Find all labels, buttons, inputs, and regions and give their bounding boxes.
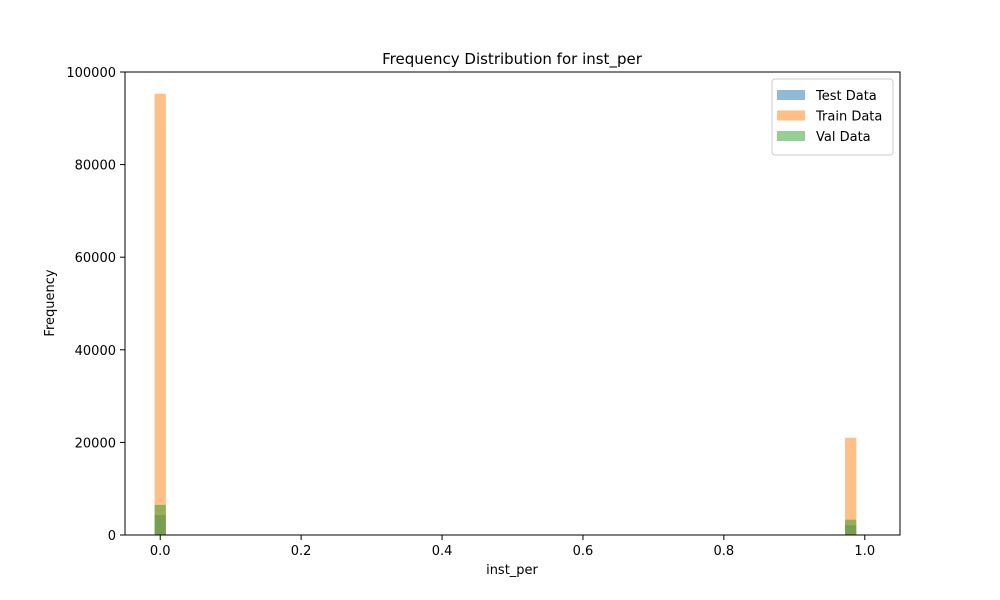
legend-label: Test Data <box>815 89 877 104</box>
legend: Test Data Train Data Val Data <box>771 78 894 156</box>
y-tick-label: 40000 <box>75 344 116 359</box>
y-axis-label: Frequency <box>43 269 58 336</box>
x-tick-label: 0.8 <box>714 544 735 559</box>
legend-swatch-val-data <box>777 131 805 141</box>
y-tick-label: 80000 <box>75 159 116 174</box>
x-tick-label: 0.0 <box>150 544 171 559</box>
x-axis: 0.0 0.2 0.4 0.6 0.8 1.0 <box>150 535 875 559</box>
chart-title: Frequency Distribution for inst_per <box>382 50 643 69</box>
y-tick-label: 60000 <box>75 251 116 266</box>
y-tick-label: 0 <box>108 529 116 544</box>
y-axis: 0 20000 40000 60000 80000 100000 <box>66 66 125 544</box>
y-tick-label: 20000 <box>75 436 116 451</box>
bars-layer <box>154 93 857 536</box>
plot-area-frame <box>124 71 901 536</box>
x-tick-label: 0.2 <box>291 544 312 559</box>
y-tick-label: 100000 <box>66 66 116 81</box>
legend-swatch-test-data <box>777 90 805 100</box>
legend-swatch-train-data <box>777 110 805 121</box>
bar-train-data-1 <box>845 437 857 535</box>
bar-val-data-0 <box>154 504 166 535</box>
legend-label: Train Data <box>815 110 882 125</box>
x-tick-label: 1.0 <box>854 544 875 559</box>
x-axis-label: inst_per <box>486 563 538 578</box>
bar-train-data-0 <box>154 93 166 536</box>
x-tick-label: 0.4 <box>432 544 453 559</box>
x-tick-label: 0.6 <box>573 544 594 559</box>
bar-val-data-1 <box>845 519 857 535</box>
legend-label: Val Data <box>816 130 871 145</box>
